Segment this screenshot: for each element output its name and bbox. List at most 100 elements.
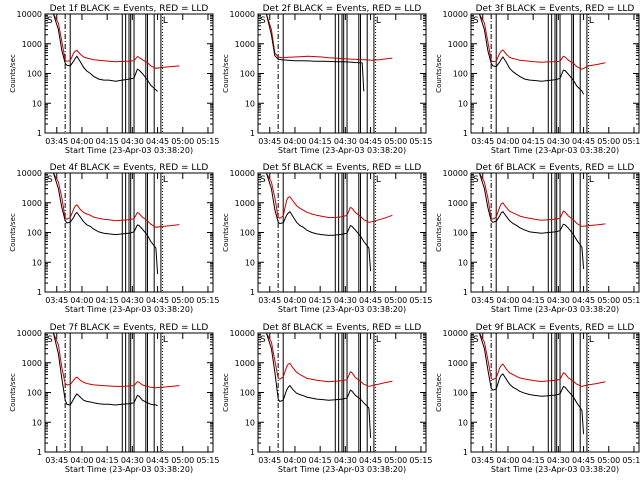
y-axis-label: Counts/sec bbox=[9, 213, 17, 252]
y-tick-label: 1 bbox=[250, 448, 255, 457]
x-tick-label: 05:00 bbox=[171, 296, 194, 305]
x-tick-label: 04:15 bbox=[309, 296, 332, 305]
x-tick-label: 04:45 bbox=[359, 456, 382, 465]
x-tick-label: 05:15 bbox=[409, 296, 432, 305]
y-tick-label: 1000 bbox=[235, 199, 255, 208]
y-tick-label: 1000 bbox=[448, 199, 468, 208]
annotation-l: L bbox=[589, 175, 594, 185]
x-tick-label: 04:30 bbox=[121, 137, 144, 146]
series-line-events bbox=[52, 333, 158, 407]
x-tick-label: 04:30 bbox=[334, 296, 357, 305]
series-line-lld bbox=[52, 14, 180, 69]
x-tick-label: 04:15 bbox=[309, 456, 332, 465]
annotation-l: L bbox=[376, 175, 381, 185]
x-tick-label: 03:45 bbox=[258, 137, 281, 146]
x-tick-label: 03:45 bbox=[471, 456, 494, 465]
x-tick-label: 04:15 bbox=[96, 456, 119, 465]
y-tick-label: 100 bbox=[27, 229, 42, 238]
x-tick-label: 04:15 bbox=[309, 137, 332, 146]
x-axis-label: Start Time (23-Apr-03 03:38:20) bbox=[278, 305, 406, 314]
y-tick-label: 10 bbox=[32, 418, 42, 427]
x-tick-label: 04:00 bbox=[70, 137, 93, 146]
y-axis-label: Counts/sec bbox=[9, 373, 17, 412]
y-tick-label: 1000 bbox=[22, 359, 42, 368]
series-line-lld bbox=[265, 173, 393, 223]
y-tick-label: 10000 bbox=[230, 10, 255, 19]
x-tick-label: 04:45 bbox=[359, 137, 382, 146]
x-tick-label: 04:00 bbox=[496, 137, 519, 146]
x-tick-label: 04:15 bbox=[96, 296, 119, 305]
x-tick-label: 04:30 bbox=[547, 296, 570, 305]
x-tick-label: 05:15 bbox=[622, 137, 640, 146]
y-tick-label: 1000 bbox=[448, 359, 468, 368]
y-tick-label: 10 bbox=[245, 258, 255, 267]
series-line-events bbox=[52, 173, 159, 275]
x-tick-label: 05:00 bbox=[597, 296, 620, 305]
x-tick-label: 04:45 bbox=[572, 296, 595, 305]
x-tick-label: 03:45 bbox=[45, 296, 68, 305]
panel-title: Det 8f BLACK = Events, RED = LLD bbox=[263, 323, 422, 333]
y-tick-label: 1 bbox=[37, 129, 42, 138]
panel-det-6: Det 6f BLACK = Events, RED = LLD S L 1 10 100… bbox=[435, 163, 640, 314]
x-tick-label: 04:00 bbox=[496, 456, 519, 465]
y-tick-label: 1000 bbox=[22, 40, 42, 49]
y-tick-label: 100 bbox=[240, 389, 255, 398]
y-tick-label: 100 bbox=[453, 229, 468, 238]
y-tick-label: 1000 bbox=[235, 40, 255, 49]
x-tick-label: 05:00 bbox=[171, 456, 194, 465]
y-tick-label: 1 bbox=[250, 288, 255, 297]
annotation-s: S bbox=[47, 175, 53, 185]
annotation-s: S bbox=[473, 175, 479, 185]
x-tick-label: 04:00 bbox=[283, 456, 306, 465]
x-tick-label: 03:45 bbox=[471, 137, 494, 146]
x-tick-label: 04:45 bbox=[572, 456, 595, 465]
x-tick-label: 05:15 bbox=[622, 296, 640, 305]
x-axis-label: Start Time (23-Apr-03 03:38:20) bbox=[65, 146, 193, 155]
x-tick-label: 05:15 bbox=[622, 456, 640, 465]
x-tick-label: 04:00 bbox=[283, 137, 306, 146]
x-tick-label: 04:30 bbox=[334, 456, 357, 465]
series-line-events bbox=[478, 333, 585, 435]
y-tick-label: 10 bbox=[32, 258, 42, 267]
y-tick-label: 10000 bbox=[17, 10, 42, 19]
y-tick-label: 1 bbox=[463, 448, 468, 457]
y-axis-label: Counts/sec bbox=[222, 213, 230, 252]
series-line-events bbox=[265, 14, 365, 92]
panel-title: Det 7f BLACK = Events, RED = LLD bbox=[50, 323, 209, 333]
y-tick-label: 10 bbox=[245, 99, 255, 108]
panel-title: Det 5f BLACK = Events, RED = LLD bbox=[263, 163, 422, 173]
annotation-s: S bbox=[260, 16, 266, 26]
y-tick-label: 10 bbox=[458, 258, 468, 267]
x-tick-label: 05:15 bbox=[196, 456, 219, 465]
y-axis-label: Counts/sec bbox=[222, 54, 230, 93]
y-tick-label: 10000 bbox=[17, 329, 42, 338]
y-axis-label: Counts/sec bbox=[435, 213, 443, 252]
x-tick-label: 04:30 bbox=[121, 456, 144, 465]
y-tick-label: 100 bbox=[240, 70, 255, 79]
x-tick-label: 05:00 bbox=[384, 137, 407, 146]
series-line-events bbox=[478, 14, 585, 95]
x-axis-label: Start Time (23-Apr-03 03:38:20) bbox=[65, 465, 193, 474]
y-tick-label: 10 bbox=[245, 418, 255, 427]
y-tick-label: 10000 bbox=[443, 329, 468, 338]
panel-det-1: Det 1f BLACK = Events, RED = LLD S L 1 10 100… bbox=[9, 4, 219, 155]
x-tick-label: 03:45 bbox=[258, 296, 281, 305]
x-tick-label: 04:30 bbox=[334, 137, 357, 146]
panel-det-9: Det 9f BLACK = Events, RED = LLD S L 1 10 100… bbox=[435, 323, 640, 474]
x-axis-label: Start Time (23-Apr-03 03:38:20) bbox=[65, 305, 193, 314]
y-tick-label: 1000 bbox=[448, 40, 468, 49]
series-line-events bbox=[265, 173, 372, 272]
x-tick-label: 04:45 bbox=[146, 137, 169, 146]
y-tick-label: 1 bbox=[37, 448, 42, 457]
x-tick-label: 03:45 bbox=[45, 456, 68, 465]
y-tick-label: 100 bbox=[240, 229, 255, 238]
x-tick-label: 03:45 bbox=[258, 456, 281, 465]
series-line-lld bbox=[478, 333, 606, 387]
annotation-s: S bbox=[473, 335, 479, 345]
annotation-l: L bbox=[163, 16, 168, 26]
x-tick-label: 04:45 bbox=[146, 296, 169, 305]
x-tick-label: 04:00 bbox=[496, 296, 519, 305]
series-line-events bbox=[265, 333, 372, 438]
panel-det-2: Det 2f BLACK = Events, RED = LLD S L 1 10 100… bbox=[222, 4, 432, 155]
series-line-lld bbox=[478, 173, 606, 227]
